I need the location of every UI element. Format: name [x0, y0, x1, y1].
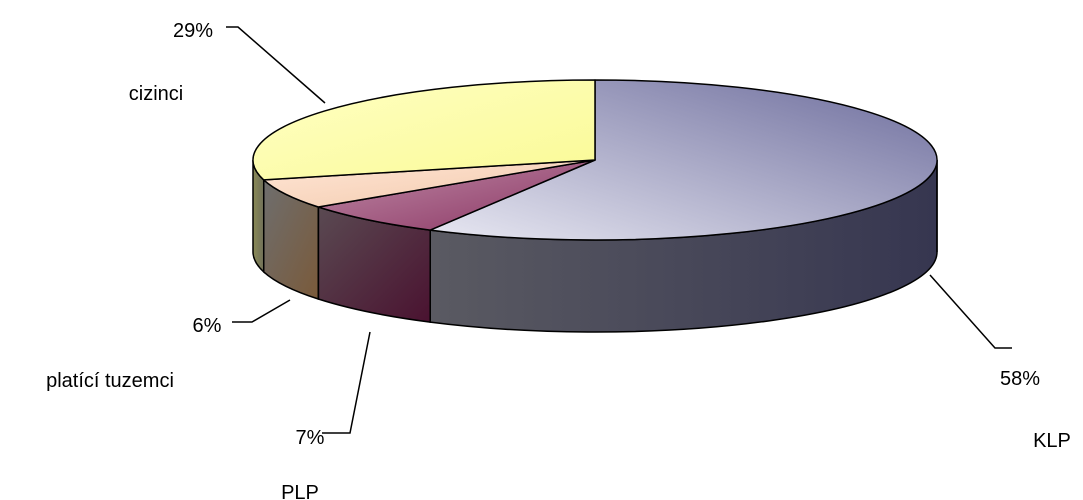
- data-label-category-klp: KLP: [1033, 430, 1071, 452]
- pie-slice-plp: [317, 159, 596, 231]
- leader-line-platici-tuzemci: [232, 299, 291, 323]
- pie-slice-klp: [429, 79, 938, 241]
- data-label-category-plp: PLP: [281, 482, 319, 500]
- data-label-percent-klp: 58%: [1000, 368, 1040, 390]
- data-label-percent-plp: 7%: [296, 427, 325, 449]
- leader-line-plp: [322, 331, 371, 434]
- data-label-category-platici-tuzemci: platící tuzemci: [46, 370, 174, 392]
- pie-slice-cizinci: [252, 79, 596, 181]
- leader-line-cizinci: [226, 26, 326, 104]
- leader-line-klp: [929, 274, 1012, 349]
- data-label-percent-platici-tuzemci: 6%: [193, 315, 222, 337]
- data-label-percent-cizinci: 29%: [173, 20, 213, 42]
- data-label-category-cizinci: cizinci: [129, 83, 183, 105]
